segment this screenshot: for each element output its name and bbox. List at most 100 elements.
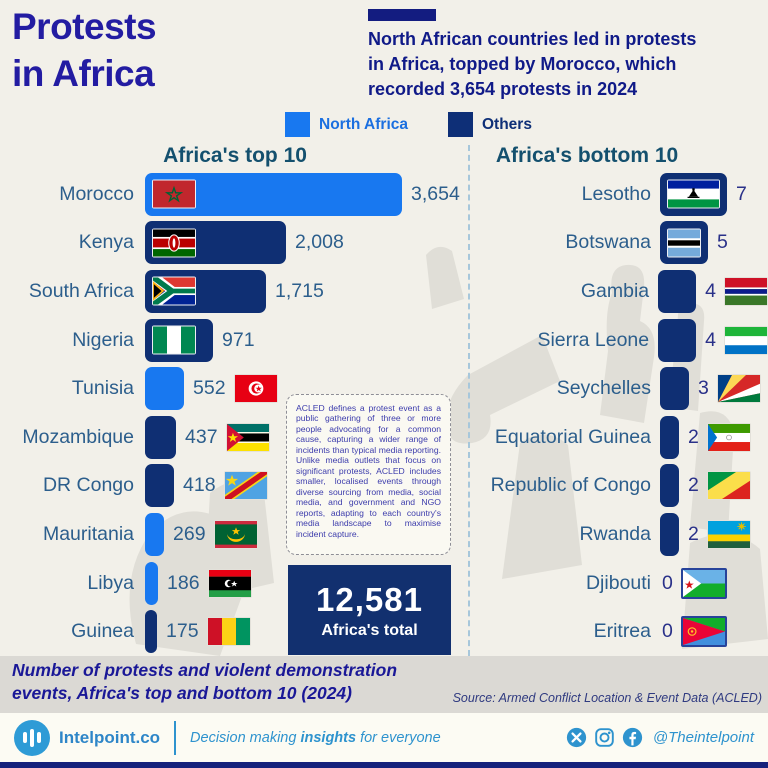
north-africa-swatch-icon bbox=[285, 112, 310, 137]
footer-tagline: Decision making insights for everyone bbox=[190, 730, 441, 746]
total-value: 12,581 bbox=[316, 580, 423, 618]
bar-value-seychelles: 3 bbox=[698, 377, 709, 400]
others-swatch-icon bbox=[448, 112, 473, 137]
bar-mozambique bbox=[145, 415, 176, 459]
tagline-part-bold: insights bbox=[300, 729, 357, 746]
row-morocco: Morocco 3,654 bbox=[0, 170, 470, 219]
facebook-icon[interactable] bbox=[622, 727, 643, 748]
bar-nigeria bbox=[145, 318, 213, 362]
chart-title-bottom10: Africa's bottom 10 bbox=[495, 144, 679, 167]
mauritania-flag-icon bbox=[213, 519, 258, 549]
caption-text: Number of protests and violent demonstra… bbox=[0, 656, 768, 705]
kenya-flag-icon bbox=[152, 228, 196, 258]
row-libya: Libya 186 bbox=[0, 559, 470, 608]
country-label-republic-of-congo: Republic of Congo bbox=[490, 474, 651, 497]
bar-dr-congo bbox=[145, 464, 174, 508]
chart-divider bbox=[468, 145, 470, 656]
legend-label-north-africa: North Africa bbox=[319, 115, 408, 133]
bar-value-tunisia: 552 bbox=[193, 377, 226, 400]
page-title: Protests in Africa bbox=[12, 4, 157, 97]
country-label-dr-congo: DR Congo bbox=[42, 474, 134, 497]
country-label-nigeria: Nigeria bbox=[72, 328, 134, 351]
source-credit: Source: Armed Conflict Location & Event … bbox=[452, 691, 762, 705]
bar-value-djibouti: 0 bbox=[662, 571, 673, 594]
bar-value-nigeria: 971 bbox=[222, 328, 255, 351]
x-icon[interactable] bbox=[566, 727, 587, 748]
tunisia-flag-icon bbox=[233, 374, 278, 404]
row-equatorial-guinea: Equatorial Guinea 2 bbox=[470, 413, 768, 462]
bottom10-rows: Lesotho 7 Botswana 5 Gambia 4 Sierra Leone 4 Sey… bbox=[470, 170, 768, 656]
row-kenya: Kenya 2,008 bbox=[0, 219, 470, 268]
country-label-eritrea: Eritrea bbox=[593, 620, 651, 643]
country-label-equatorial-guinea: Equatorial Guinea bbox=[494, 425, 651, 448]
bar-value-rwanda: 2 bbox=[688, 522, 699, 545]
bar-botswana bbox=[660, 221, 708, 265]
country-label-djibouti: Djibouti bbox=[585, 571, 651, 594]
row-guinea: Guinea 175 bbox=[0, 607, 470, 656]
row-south-africa: South Africa 1,715 bbox=[0, 267, 470, 316]
row-rwanda: Rwanda 2 bbox=[470, 510, 768, 559]
caption-line1: Number of protests and violent demonstra… bbox=[12, 660, 398, 680]
bar-lesotho bbox=[660, 172, 727, 216]
country-label-mauritania: Mauritania bbox=[42, 522, 134, 545]
bar-value-republic-of-congo: 2 bbox=[688, 474, 699, 497]
bar-equatorial-guinea bbox=[660, 415, 679, 459]
row-gambia: Gambia 4 bbox=[470, 267, 768, 316]
footer-divider bbox=[174, 720, 177, 755]
row-botswana: Botswana 5 bbox=[470, 219, 768, 268]
botswana-flag-icon bbox=[667, 228, 701, 258]
row-nigeria: Nigeria 971 bbox=[0, 316, 470, 365]
dr-congo-flag-icon bbox=[223, 471, 268, 501]
eritrea-flag-icon bbox=[680, 616, 727, 648]
logo-bar-icon bbox=[36, 732, 42, 743]
bar-value-equatorial-guinea: 2 bbox=[688, 425, 699, 448]
brand-name: Intelpoint.co bbox=[59, 727, 161, 747]
page-title-line1: Protests bbox=[12, 6, 157, 47]
subtitle: North African countries led in protests … bbox=[368, 27, 768, 101]
row-seychelles: Seychelles 3 bbox=[470, 364, 768, 413]
lesotho-flag-icon bbox=[667, 179, 720, 209]
nigeria-flag-icon bbox=[152, 325, 196, 355]
country-label-morocco: Morocco bbox=[59, 182, 134, 205]
subtitle-line1: North African countries led in protests bbox=[368, 29, 697, 49]
country-label-libya: Libya bbox=[87, 571, 134, 594]
intelpoint-logo-icon bbox=[14, 719, 50, 756]
country-label-gambia: Gambia bbox=[580, 279, 650, 302]
bar-guinea bbox=[145, 610, 157, 654]
row-lesotho: Lesotho 7 bbox=[470, 170, 768, 219]
legend-item-north-africa: North Africa bbox=[285, 112, 408, 137]
row-djibouti: Djibouti 0 bbox=[470, 559, 768, 608]
row-dr-congo: DR Congo 418 bbox=[0, 462, 470, 511]
guinea-flag-icon bbox=[206, 617, 251, 647]
logo-bar-icon bbox=[22, 732, 28, 743]
bar-value-eritrea: 0 bbox=[662, 620, 673, 643]
row-sierra-leone: Sierra Leone 4 bbox=[470, 316, 768, 365]
country-label-guinea: Guinea bbox=[71, 620, 134, 643]
bar-value-kenya: 2,008 bbox=[295, 231, 344, 254]
bar-sierra-leone bbox=[658, 318, 697, 362]
bar-morocco bbox=[145, 172, 402, 216]
mozambique-flag-icon bbox=[225, 422, 270, 452]
bar-value-mozambique: 437 bbox=[185, 425, 218, 448]
subtitle-line2: in Africa, topped by Morocco, which bbox=[368, 53, 677, 74]
total-label: Africa's total bbox=[321, 621, 418, 639]
country-label-south-africa: South Africa bbox=[28, 279, 134, 302]
logo-bar-icon bbox=[29, 728, 35, 747]
bar-mauritania bbox=[145, 512, 164, 556]
sierra-leone-flag-icon bbox=[724, 325, 768, 355]
country-label-lesotho: Lesotho bbox=[581, 182, 651, 205]
country-label-rwanda: Rwanda bbox=[579, 522, 651, 545]
legend: North Africa Others bbox=[285, 112, 532, 137]
equatorial-guinea-flag-icon bbox=[706, 422, 751, 452]
country-label-kenya: Kenya bbox=[78, 231, 134, 254]
chart-title-top10: Africa's top 10 bbox=[163, 144, 307, 167]
africa-total-box: 12,581 Africa's total bbox=[288, 565, 451, 655]
subtitle-accent-bar bbox=[368, 9, 436, 21]
instagram-icon[interactable] bbox=[594, 727, 615, 748]
djibouti-flag-icon bbox=[680, 567, 727, 599]
tagline-part: for everyone bbox=[356, 729, 441, 746]
bar-rwanda bbox=[660, 512, 679, 556]
legend-label-others: Others bbox=[482, 115, 532, 133]
page-title-line2: in Africa bbox=[12, 52, 155, 94]
header: Protests in Africa North African countri… bbox=[0, 0, 768, 143]
